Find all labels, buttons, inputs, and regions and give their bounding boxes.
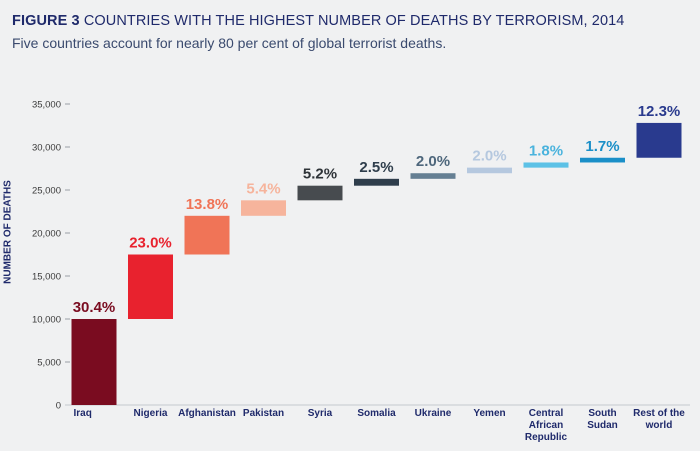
x-tick-label: Ukraine xyxy=(415,408,452,419)
x-tick-label: Yemen xyxy=(473,408,505,419)
data-label: 5.4% xyxy=(246,180,280,197)
bar xyxy=(580,157,625,163)
x-tick-label: Iraq xyxy=(74,408,92,419)
x-tick-label: African xyxy=(529,420,563,431)
data-label: 2.5% xyxy=(359,159,393,176)
bar xyxy=(410,173,456,179)
y-tick-label: 0 xyxy=(56,401,61,412)
data-label: 23.0% xyxy=(129,235,172,252)
bar xyxy=(467,167,512,174)
chart-subtitle: Five countries account for nearly 80 per… xyxy=(12,35,447,51)
y-tick-label: 10,000 xyxy=(32,315,61,326)
data-label: 30.4% xyxy=(73,299,116,316)
y-tick-label: 20,000 xyxy=(32,229,61,240)
bar xyxy=(354,178,399,186)
data-label: 5.2% xyxy=(303,166,337,183)
x-tick-label: Afghanistan xyxy=(178,408,236,419)
y-tick-label: 35,000 xyxy=(32,100,61,111)
data-label: 1.8% xyxy=(529,142,563,159)
x-tick-label: South xyxy=(588,408,616,419)
bar xyxy=(241,200,286,216)
figure-title: COUNTRIES WITH THE HIGHEST NUMBER OF DEA… xyxy=(83,13,625,29)
x-tick-label: world xyxy=(645,420,673,431)
data-label: 2.0% xyxy=(472,148,506,165)
y-tick-label: 30,000 xyxy=(32,143,61,154)
y-tick-label: 5,000 xyxy=(37,358,61,369)
data-label: 13.8% xyxy=(186,196,229,213)
x-tick-label: Syria xyxy=(308,408,333,419)
data-label: 12.3% xyxy=(638,103,681,120)
bar xyxy=(523,162,569,168)
bar xyxy=(297,185,343,201)
bar xyxy=(71,319,117,405)
bar xyxy=(184,215,230,255)
data-label: 1.7% xyxy=(585,138,619,155)
x-tick-label: Sudan xyxy=(587,420,618,431)
bar xyxy=(636,122,682,158)
x-tick-label: Republic xyxy=(525,432,568,443)
x-tick-label: Pakistan xyxy=(243,408,284,419)
data-label: 2.0% xyxy=(416,153,450,170)
x-tick-label: Nigeria xyxy=(134,408,168,419)
x-tick-label: Somalia xyxy=(357,408,396,419)
x-tick-label: Central xyxy=(529,408,564,419)
x-tick-label: Rest of the xyxy=(633,408,685,419)
y-tick-label: 15,000 xyxy=(32,272,61,283)
bar xyxy=(128,254,173,319)
chart-title: FIGURE 3 COUNTRIES WITH THE HIGHEST NUMB… xyxy=(12,13,624,29)
figure-label: FIGURE 3 xyxy=(12,13,80,29)
y-tick-label: 25,000 xyxy=(32,186,61,197)
